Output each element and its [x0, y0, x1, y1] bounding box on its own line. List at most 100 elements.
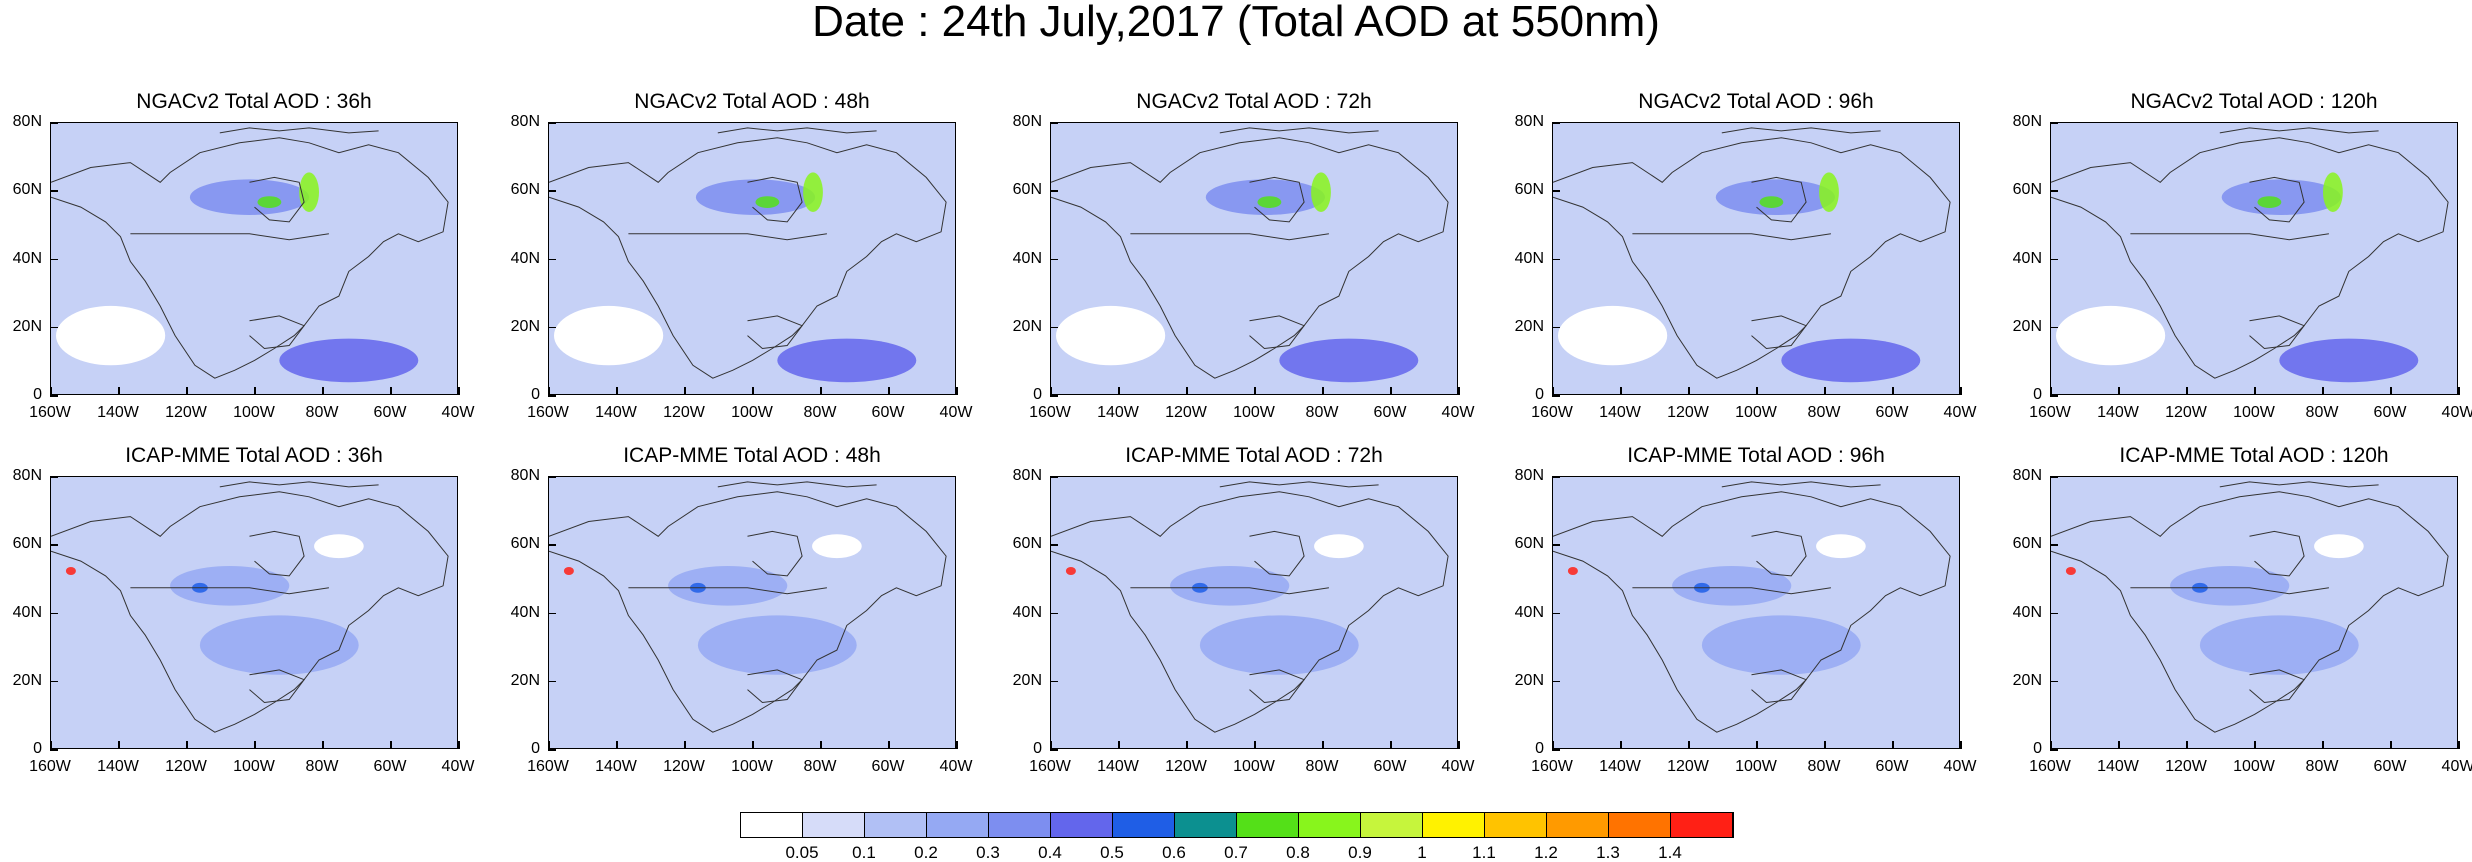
arctic-coastline	[1219, 481, 1379, 488]
latitude-tick	[50, 122, 58, 124]
longitude-label: 160W	[29, 404, 71, 421]
gulf-coastline	[2249, 315, 2305, 350]
hudson-bay-coastline	[249, 530, 305, 577]
latitude-label: 80N	[510, 113, 540, 130]
longitude-tick	[1892, 387, 1894, 395]
latitude-tick	[1050, 680, 1058, 683]
latitude-label: 40N	[510, 249, 540, 267]
latitude-tick	[50, 395, 58, 397]
latitude-tick	[548, 612, 556, 614]
longitude-tick	[1552, 741, 1554, 749]
aod-plume	[1170, 566, 1290, 606]
longitude-tick	[2458, 387, 2460, 395]
latitude-tick	[1552, 612, 1560, 614]
colorbar-label: 0.2	[914, 843, 938, 862]
latitude-label: 60N	[1012, 181, 1042, 199]
gulf-coastline	[1751, 669, 1807, 704]
aod-plume	[1257, 196, 1282, 208]
longitude-tick	[254, 741, 256, 749]
longitude-label: 40W	[1943, 758, 1977, 775]
longitude-tick	[322, 387, 324, 395]
longitude-tick	[1824, 387, 1826, 395]
longitude-label: 120W	[1165, 758, 1207, 775]
country-border	[628, 233, 827, 241]
aod-plume	[2323, 172, 2343, 212]
latitude-label: 20N	[1514, 671, 1544, 689]
low-aod-area	[1314, 534, 1364, 559]
latitude-tick	[50, 749, 58, 751]
panel-title: ICAP-MME Total AOD : 120h	[2119, 444, 2389, 467]
arctic-coastline	[2219, 481, 2379, 488]
aod-plume	[695, 179, 816, 215]
longitude-label: 100W	[731, 404, 773, 421]
longitude-tick	[1824, 741, 1826, 749]
aod-plume	[1819, 172, 1839, 212]
latitude-tick	[1552, 190, 1560, 192]
colorbar-swatch	[989, 813, 1051, 837]
aod-plume	[279, 338, 419, 383]
longitude-tick	[1050, 741, 1052, 749]
latitude-label: 80N	[1514, 467, 1544, 484]
aod-plume	[1672, 566, 1792, 606]
latitude-label: 80N	[2012, 467, 2042, 484]
latitude-label: 40N	[1514, 249, 1544, 267]
longitude-label: 80W	[2305, 758, 2339, 775]
low-aod-area	[1558, 305, 1668, 366]
latitude-tick	[2050, 122, 2058, 124]
aod-plume	[777, 338, 917, 383]
longitude-tick	[616, 741, 618, 749]
longitude-label: 40W	[939, 758, 973, 775]
latitude-tick	[1050, 612, 1058, 614]
colorbar-swatch	[1299, 813, 1361, 837]
map-panel	[50, 476, 458, 749]
longitude-tick	[1756, 741, 1758, 749]
coastline	[549, 491, 947, 733]
colorbar-swatch	[1671, 813, 1733, 837]
aod-plume	[2279, 338, 2419, 383]
latitude-tick	[548, 544, 556, 546]
longitude-label: 80W	[803, 758, 837, 775]
latitude-tick	[50, 258, 58, 260]
aod-plume	[697, 615, 857, 675]
aod-plume	[2170, 566, 2290, 606]
hudson-bay-coastline	[747, 530, 803, 577]
longitude-tick	[616, 387, 618, 395]
latitude-label: 20N	[2012, 671, 2042, 689]
colorbar-swatch	[1113, 813, 1175, 837]
colorbar-label: 0.5	[1100, 843, 1124, 862]
longitude-tick	[1458, 741, 1460, 749]
latitude-tick	[1050, 476, 1058, 478]
longitude-tick	[458, 387, 460, 395]
latitude-tick	[1050, 326, 1058, 329]
latitude-label: 0	[531, 386, 540, 403]
longitude-tick	[1620, 387, 1622, 395]
aod-plume	[1065, 567, 1076, 575]
gulf-coastline	[1249, 669, 1305, 704]
low-aod-area	[2314, 534, 2364, 559]
longitude-tick	[1756, 387, 1758, 395]
colorbar	[740, 812, 1734, 838]
hudson-bay-coastline	[249, 176, 305, 223]
longitude-label: 120W	[1165, 404, 1207, 421]
longitude-label: 40W	[1441, 758, 1475, 775]
longitude-label: 160W	[1531, 404, 1573, 421]
latitude-label: 60N	[12, 181, 42, 199]
longitude-label: 100W	[233, 404, 275, 421]
hudson-bay-coastline	[2249, 176, 2305, 223]
hudson-bay-coastline	[1751, 176, 1807, 223]
longitude-label: 80W	[1305, 758, 1339, 775]
longitude-label: 80W	[2305, 404, 2339, 421]
longitude-label: 120W	[1667, 404, 1709, 421]
longitude-label: 60W	[1373, 758, 1407, 775]
longitude-label: 120W	[2165, 758, 2207, 775]
latitude-tick	[1552, 395, 1560, 397]
aod-plume	[1701, 615, 1861, 675]
longitude-label: 60W	[1373, 404, 1407, 421]
longitude-label: 140W	[595, 404, 637, 421]
latitude-label: 80N	[2012, 113, 2042, 130]
latitude-tick	[50, 544, 58, 546]
latitude-tick	[2050, 190, 2058, 192]
hudson-bay-coastline	[1249, 530, 1305, 577]
longitude-tick	[2458, 741, 2460, 749]
panel-title: ICAP-MME Total AOD : 96h	[1627, 444, 1885, 467]
